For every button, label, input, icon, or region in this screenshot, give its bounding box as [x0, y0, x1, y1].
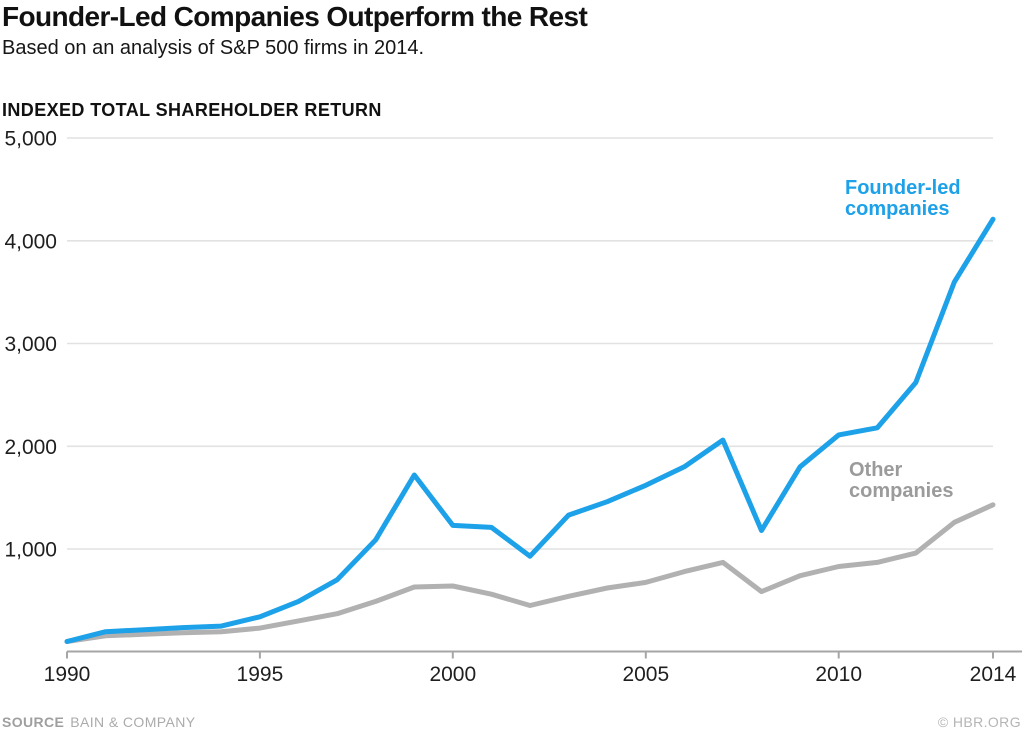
founder-led-companies-line [64, 216, 996, 644]
x-tick-label: 1995 [237, 663, 284, 686]
y-tick-label: 1,000 [4, 539, 57, 562]
x-tick-label: 1990 [44, 663, 91, 686]
founder-led-label: Founder-led companies [845, 178, 961, 220]
series-label-line: companies [849, 480, 954, 502]
y-axis-title: INDEXED TOTAL SHAREHOLDER RETURN [2, 100, 382, 120]
other-companies-label: Other companies [849, 460, 953, 502]
x-tick-label: 2014 [970, 663, 1017, 686]
y-tick-label: 2,000 [4, 436, 57, 459]
chart-title: Founder-Led Companies Outperform the Res… [2, 1, 588, 32]
source-value: BAIN & COMPANY [70, 714, 196, 730]
series-label-line: Other [849, 459, 903, 481]
series-label-line: Founder-led [845, 177, 961, 199]
chart-subtitle: Based on an analysis of S&P 500 firms in… [2, 37, 425, 59]
series-label-line: companies [845, 198, 950, 220]
source-label: SOURCE [2, 714, 65, 730]
y-tick-label: 3,000 [4, 333, 57, 356]
hbr-credit: © HBR.ORG [937, 714, 1021, 730]
x-tick-label: 2010 [815, 663, 862, 686]
other-companies-line [64, 502, 996, 644]
x-tick-label: 2005 [622, 663, 669, 686]
source-credit: SOURCE BAIN & COMPANY [2, 714, 195, 730]
y-tick-label: 5,000 [4, 128, 57, 151]
x-tick-label: 2000 [429, 663, 476, 686]
y-tick-label: 4,000 [4, 230, 57, 253]
